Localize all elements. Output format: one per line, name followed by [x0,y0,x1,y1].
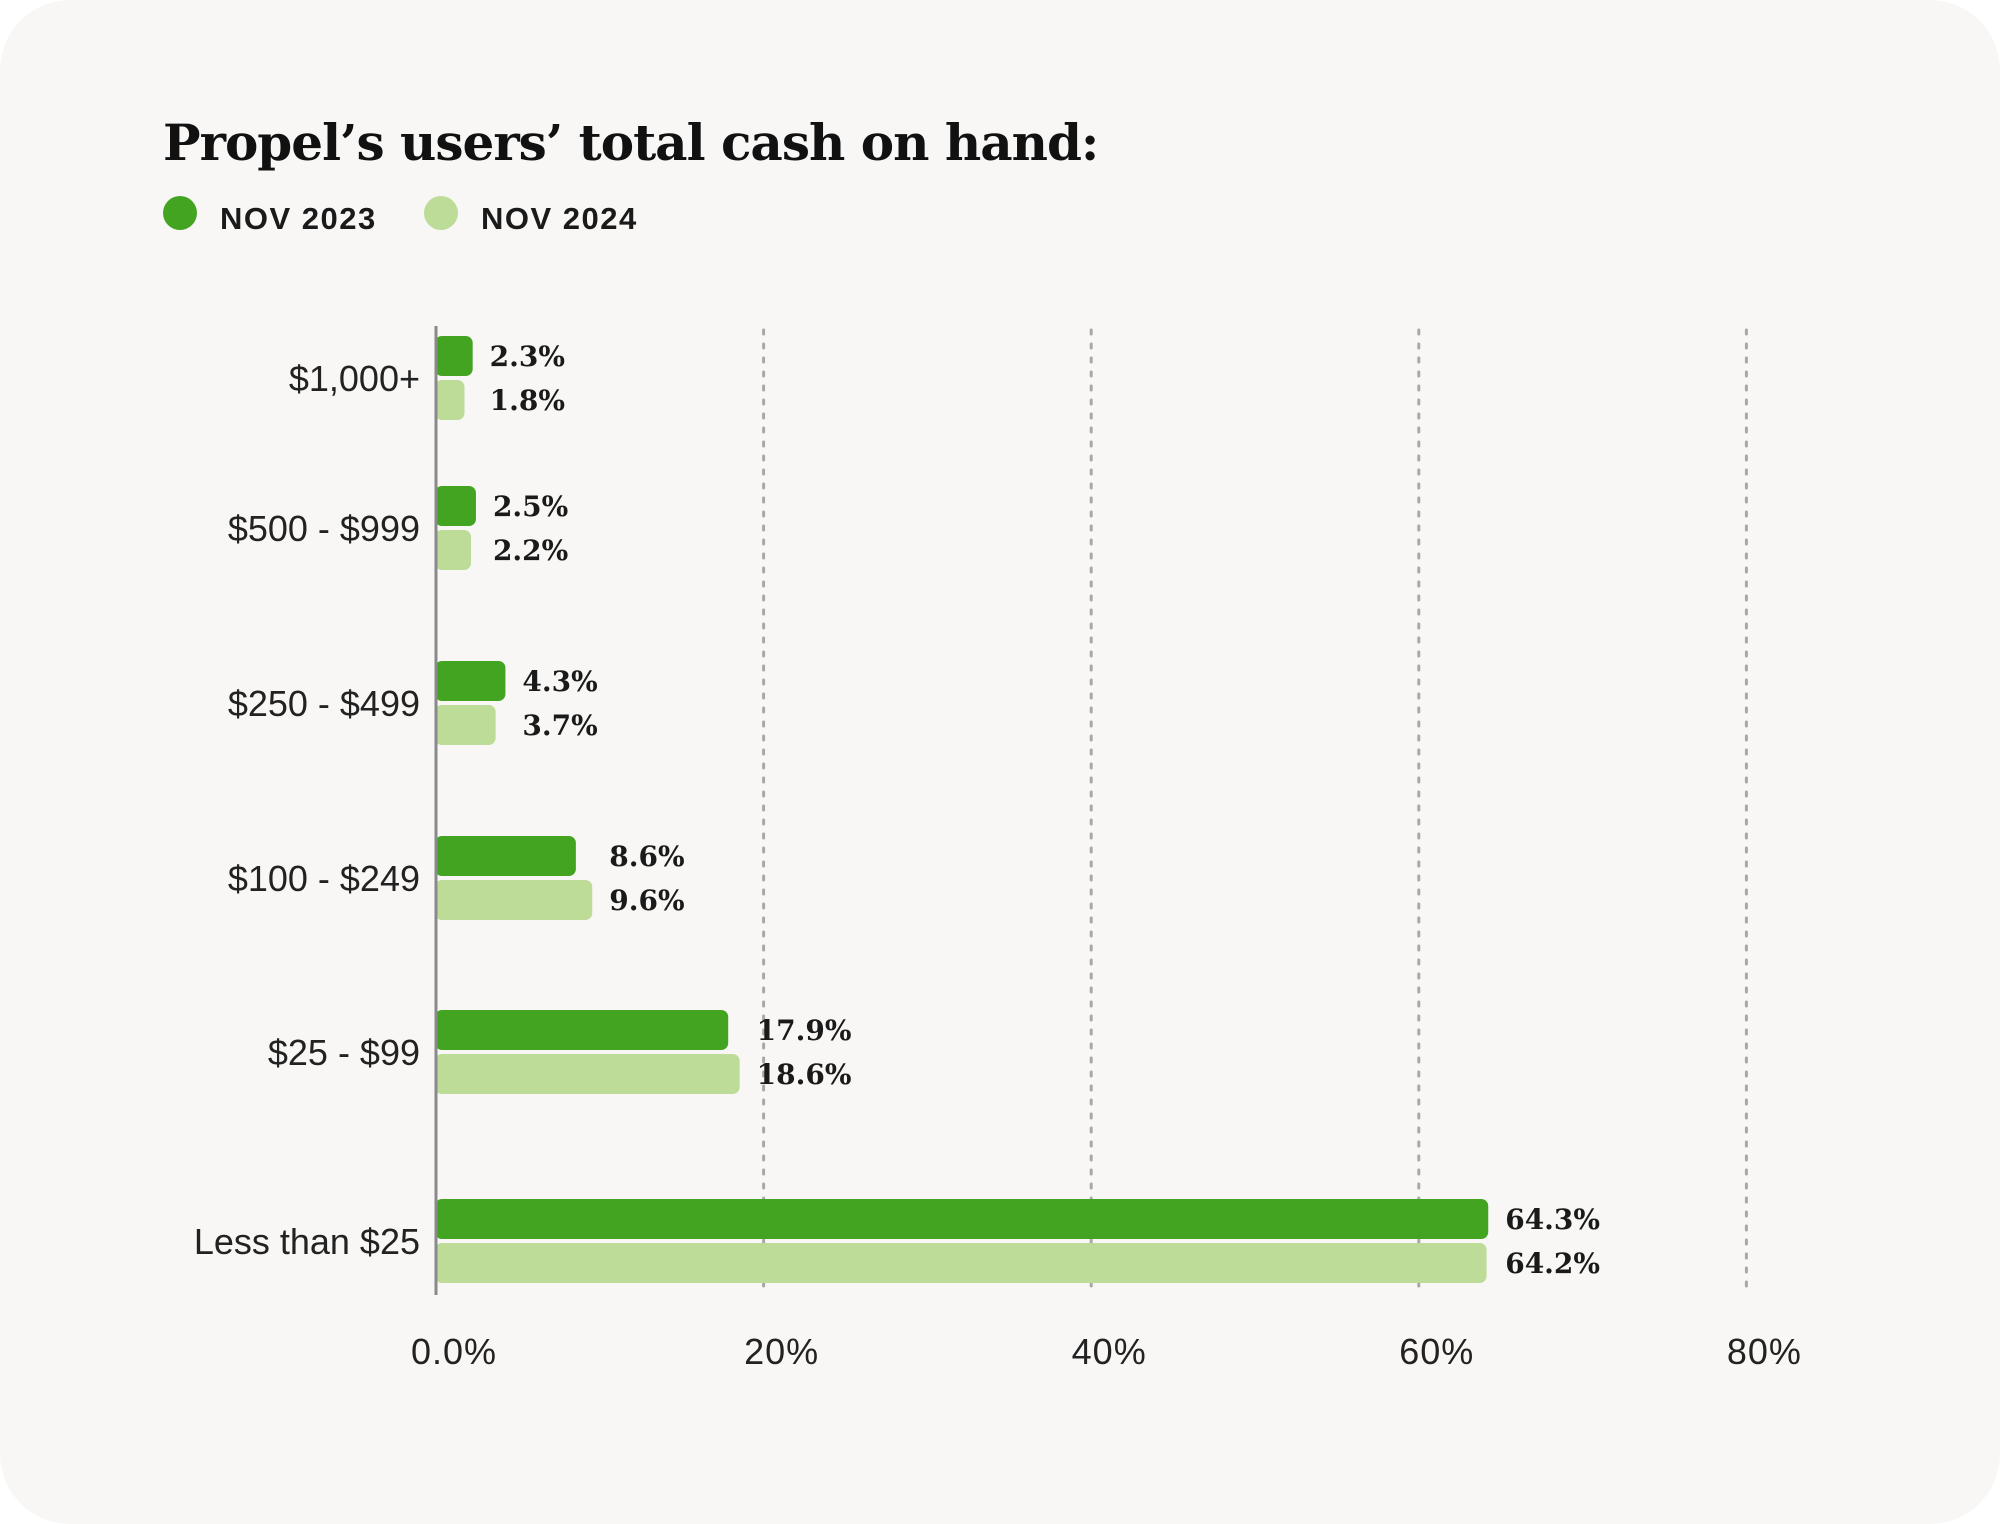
data-label: 64.2% [1505,1247,1600,1280]
data-label: 2.5% [493,490,568,523]
legend: NOV 2023 NOV 2024 [163,196,638,236]
legend-label-nov-2023: NOV 2023 [220,201,377,236]
category-label: $100 - $249 [228,858,420,899]
data-label: 18.6% [757,1058,852,1091]
x-axis-ticks: 0.0% 20% 40% 60% 80% [411,1331,1802,1372]
gridlines [762,328,1748,1294]
data-label: 9.6% [609,884,684,917]
category-label: $25 - $99 [268,1032,420,1073]
legend-label-nov-2024: NOV 2024 [481,201,638,236]
data-label: 8.6% [609,840,684,873]
bar [435,336,473,376]
x-tick-label: 40% [1072,1331,1147,1372]
x-tick-label: 60% [1399,1331,1474,1372]
x-tick-label: 80% [1727,1331,1802,1372]
category-labels: $1,000+ $500 - $999 $250 - $499 $100 - $249… [194,358,420,1262]
value-labels: 2.3% 1.8% 2.5% 2.2% 4.3% 3.7% 8.6% 9.6% 17.9% 18.… [490,340,1600,1280]
bar [435,661,506,701]
bar [435,1010,729,1050]
category-label: $1,000+ [289,358,420,399]
bar [435,1199,1489,1239]
bar [435,1243,1487,1283]
data-label: 1.8% [490,384,565,417]
data-label: 64.3% [1505,1203,1600,1236]
bar [435,836,576,876]
bar [435,880,593,920]
data-label: 2.2% [493,534,568,567]
category-label: Less than $25 [194,1221,420,1262]
data-label: 17.9% [757,1014,852,1047]
chart-title: Propel’s users’ total cash on hand: [163,113,1098,172]
x-tick-label: 20% [744,1331,819,1372]
category-label: $250 - $499 [228,683,420,724]
bars [435,336,1489,1283]
category-label: $500 - $999 [228,508,420,549]
legend-marker-nov-2024 [424,196,458,230]
bar [435,530,472,570]
data-label: 4.3% [522,665,597,698]
data-label: 3.7% [522,709,597,742]
bar [435,486,476,526]
data-label: 2.3% [490,340,565,373]
legend-marker-nov-2023 [163,196,197,230]
bar [435,380,465,420]
x-tick-label: 0.0% [411,1331,497,1372]
bar [435,1054,740,1094]
bar [435,705,496,745]
